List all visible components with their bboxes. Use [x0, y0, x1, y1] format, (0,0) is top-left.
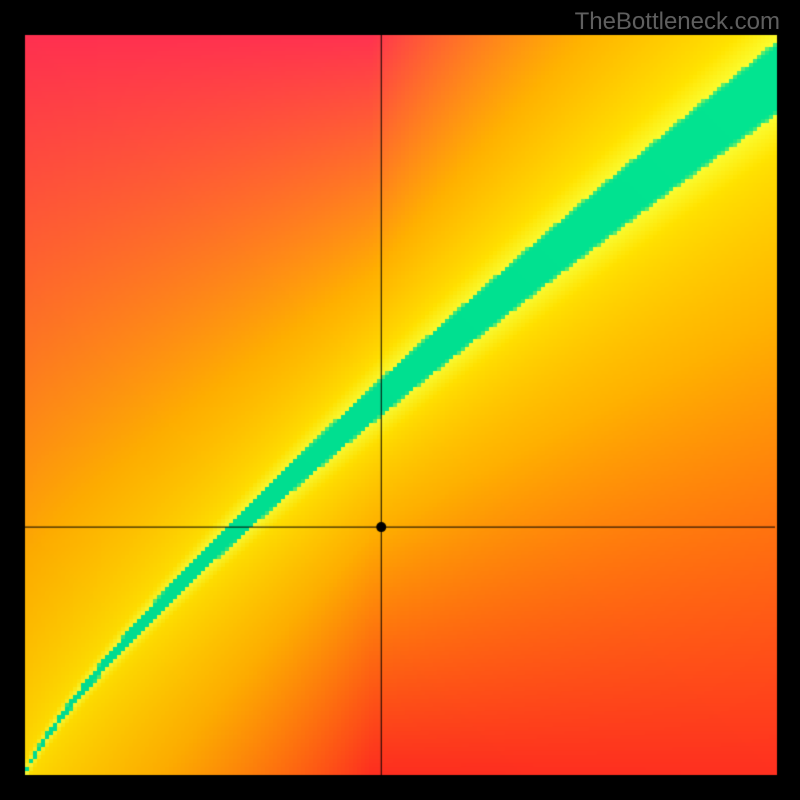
watermark-text: TheBottleneck.com — [575, 8, 780, 36]
heatmap-container: TheBottleneck.com — [0, 0, 800, 800]
heatmap-canvas — [0, 0, 800, 800]
